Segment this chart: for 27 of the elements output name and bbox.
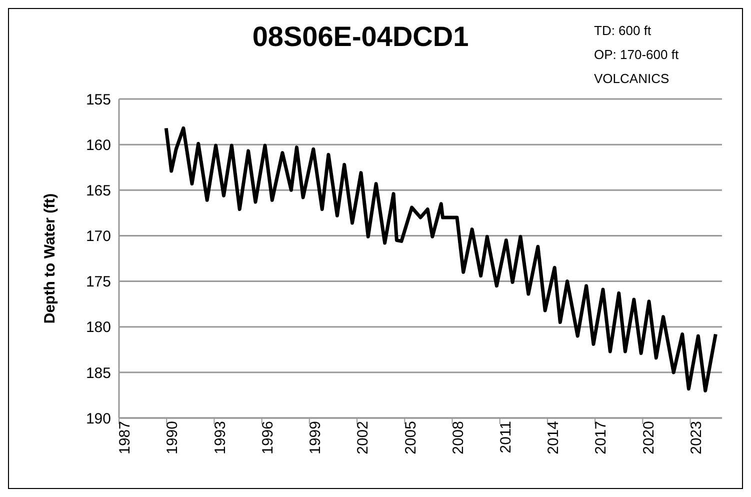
y-tick-label: 190	[86, 410, 111, 428]
x-tick-label: 1999	[307, 421, 324, 454]
x-tick-label: 2023	[688, 421, 705, 454]
y-tick-label: 180	[86, 319, 111, 336]
text: VOLCANICS	[594, 70, 670, 88]
x-tick-label: 2005	[402, 421, 420, 454]
y-tick-label: 185	[86, 364, 111, 382]
x-tick-label: 2017	[592, 421, 610, 454]
text: OP: 170-600 ft	[594, 46, 679, 64]
x-tick-label: 2014	[545, 421, 562, 454]
x-tick-label: 1993	[212, 421, 229, 454]
x-tick-label: 1990	[164, 421, 182, 454]
x-tick-label: 1987	[116, 421, 134, 454]
y-tick-label: 170	[86, 228, 111, 246]
y-tick-label: 175	[86, 274, 111, 291]
chart-title: 08S06E-04DCD1	[252, 21, 469, 52]
x-tick-label: 2002	[354, 421, 372, 454]
x-tick-label: 2008	[450, 421, 467, 454]
x-tick-label: 2020	[640, 421, 658, 454]
y-tick-label: 165	[86, 182, 111, 200]
y-tick-label: 155	[86, 91, 111, 108]
x-tick-label: 2011	[497, 421, 514, 454]
y-tick-label: 160	[86, 136, 111, 154]
line-series	[164, 126, 718, 392]
y-axis-title: Depth to Water (ft)	[41, 193, 58, 324]
x-tick-label: 1996	[259, 421, 276, 454]
text: TD: 600 ft	[594, 22, 652, 40]
